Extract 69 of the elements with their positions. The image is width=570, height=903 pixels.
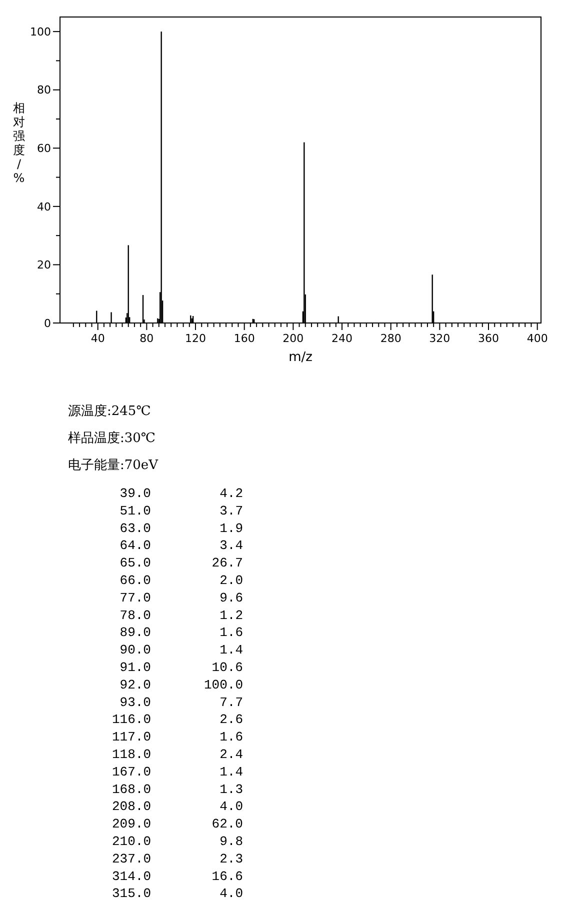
text: 16.6: [212, 868, 243, 884]
text: 1.6: [220, 730, 243, 745]
text: 1.4: [220, 642, 244, 658]
text: 39.0: [120, 486, 151, 501]
text: 样品温度:30℃: [68, 430, 156, 446]
x-axis-title: m/z: [288, 350, 313, 365]
text: 源温度:245℃: [68, 403, 151, 419]
x-tick-label: 360: [478, 332, 500, 345]
text: 4.2: [220, 486, 243, 501]
text: 9.6: [220, 590, 243, 606]
text: 2.6: [220, 712, 243, 728]
text: 93.0: [120, 694, 151, 710]
text: 3.4: [220, 538, 244, 554]
y-tick-label: 40: [37, 200, 51, 214]
x-tick-label: 120: [185, 332, 206, 345]
text: 1.4: [220, 764, 244, 780]
text: 1.9: [220, 520, 243, 536]
y-tick-label: 100: [30, 25, 51, 38]
text: 65.0: [120, 556, 151, 571]
text: 314.0: [112, 868, 151, 884]
text: 51.0: [120, 503, 151, 518]
text: 3.7: [220, 503, 243, 518]
text: 209.0: [112, 816, 151, 832]
y-tick-label: 0: [44, 316, 51, 330]
text: 100.0: [204, 677, 243, 692]
text: 63.0: [120, 520, 151, 536]
x-tick-label: 200: [282, 332, 304, 345]
x-tick-label: 320: [429, 332, 450, 345]
text: 1.2: [220, 608, 243, 623]
x-tick-label: 400: [526, 332, 548, 345]
text: 91.0: [120, 660, 151, 675]
text: 1.6: [220, 625, 243, 640]
text: 210.0: [112, 834, 151, 849]
text: 90.0: [120, 642, 151, 658]
text: 7.7: [220, 694, 243, 710]
text: 62.0: [212, 816, 243, 832]
text: 4.0: [220, 886, 243, 902]
y-tick-label: 60: [37, 142, 51, 155]
text: 4.0: [220, 799, 243, 814]
text: 168.0: [112, 782, 151, 797]
text: 1.3: [220, 782, 243, 797]
text: 78.0: [120, 608, 151, 623]
text: 26.7: [212, 556, 243, 571]
text: 208.0: [112, 799, 151, 814]
text: 237.0: [112, 851, 151, 866]
y-axis-title: 相对强度/%: [13, 101, 25, 185]
x-tick-label: 160: [234, 332, 255, 345]
text: 9.8: [220, 834, 243, 849]
x-tick-label: 280: [380, 332, 402, 345]
y-tick-label: 20: [37, 258, 51, 272]
text: 118.0: [112, 747, 151, 762]
text: 66.0: [120, 573, 151, 588]
text: 315.0: [112, 886, 151, 902]
x-tick-label: 80: [140, 332, 154, 345]
text: 2.4: [220, 747, 244, 762]
text: 2.3: [220, 851, 243, 866]
text: 92.0: [120, 677, 151, 692]
text: 167.0: [112, 764, 151, 780]
text: 77.0: [120, 590, 151, 606]
text: 116.0: [112, 712, 151, 728]
text: 64.0: [120, 538, 151, 554]
text: 电子能量:70eV: [68, 458, 159, 473]
text: 2.0: [220, 573, 243, 588]
y-tick-label: 80: [37, 84, 51, 97]
text: 117.0: [112, 730, 151, 745]
text: 10.6: [212, 660, 243, 675]
x-tick-label: 240: [332, 332, 353, 345]
text: 89.0: [120, 625, 151, 640]
x-tick-label: 40: [90, 332, 105, 345]
